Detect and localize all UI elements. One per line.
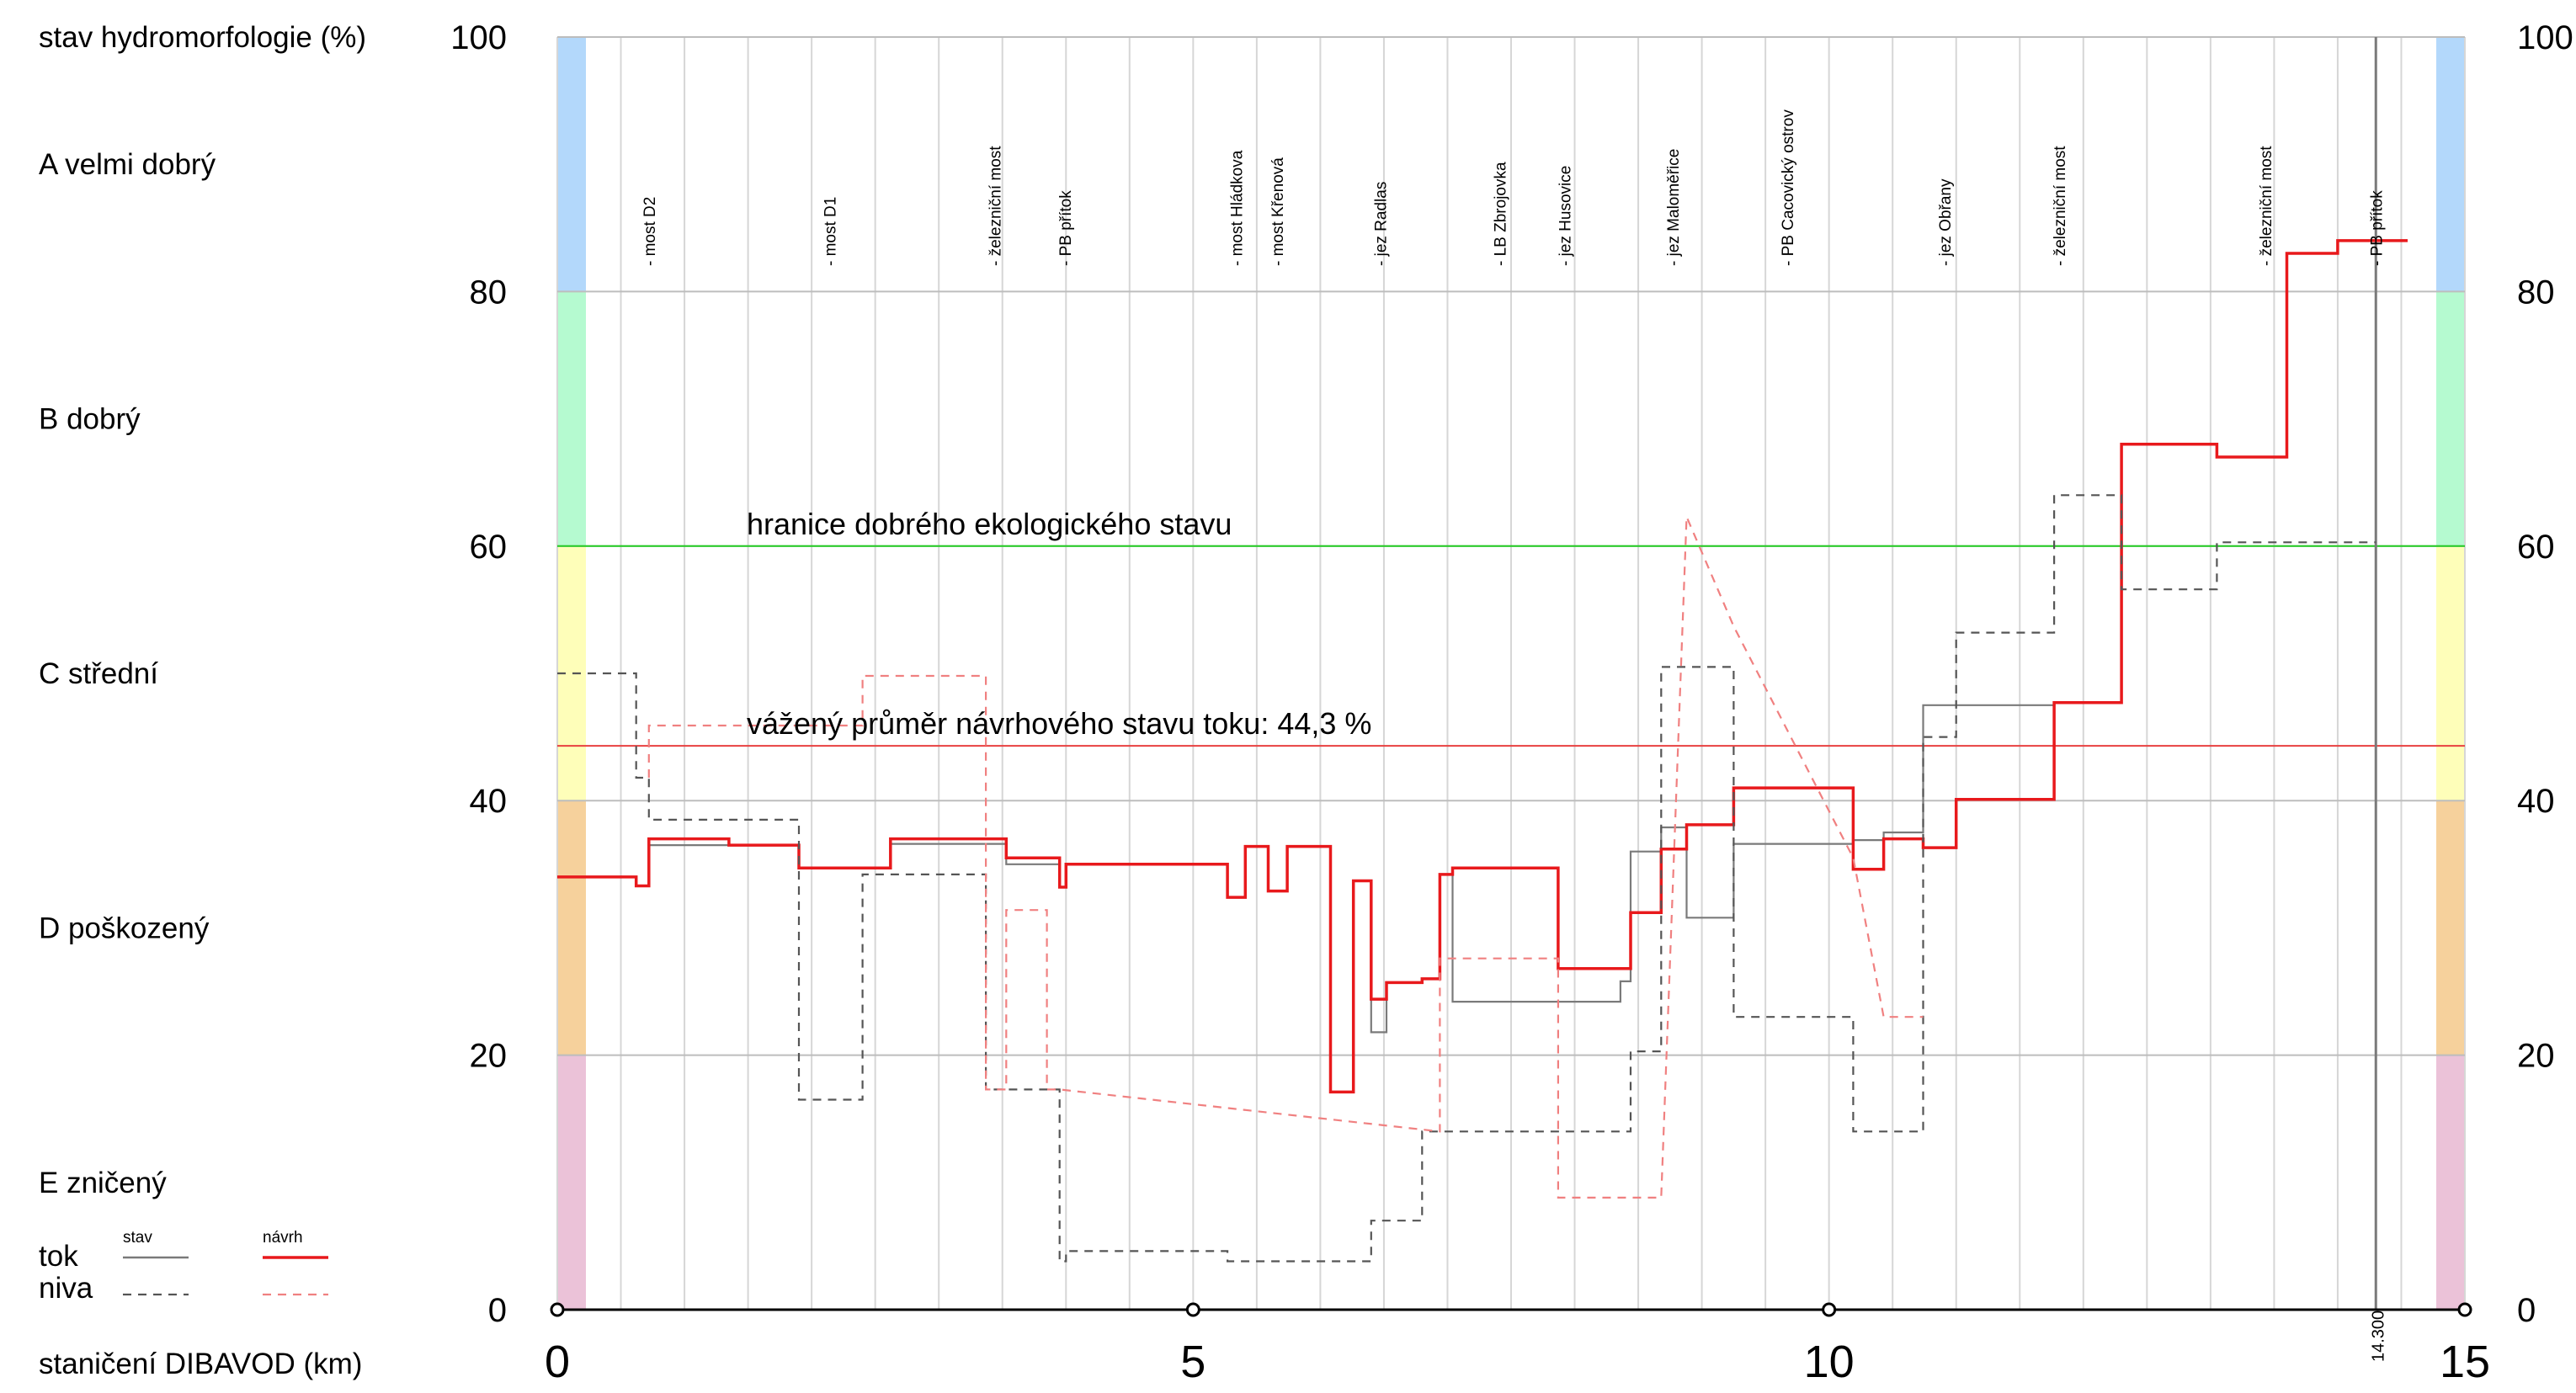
- y-tick-label-left: 80: [470, 274, 508, 311]
- class-label: B dobrý: [39, 403, 141, 436]
- x-tick-label: 10: [1804, 1337, 1855, 1387]
- y-tick-label-left: 100: [450, 19, 507, 56]
- class-band-right: [2436, 1055, 2465, 1310]
- x-tick-marker: [550, 1302, 565, 1317]
- y-axis-title: stav hydromorfologie (%): [39, 21, 366, 54]
- y-tick-label-right: 60: [2517, 529, 2555, 566]
- landmark-label: - jez Obřany: [1937, 178, 1955, 266]
- series-line-niva-stav: [557, 494, 2376, 1263]
- y-tick-label-right: 80: [2517, 274, 2555, 311]
- class-label: A velmi dobrý: [39, 148, 216, 181]
- y-tick-label-left: 20: [470, 1038, 508, 1075]
- landmark-label: - most D2: [641, 197, 659, 266]
- landmark-label: - železniční most: [987, 146, 1005, 266]
- vertical-marker-label: 14.300: [2369, 1311, 2387, 1362]
- y-tick-label-right: 40: [2517, 783, 2555, 820]
- class-band-left: [557, 37, 586, 292]
- class-band-left: [557, 1055, 586, 1310]
- landmark-label: - LB Zbrojovka: [1492, 162, 1509, 266]
- class-label: C střední: [39, 657, 158, 690]
- landmark-label: - jez Husovice: [1557, 166, 1574, 266]
- legend-col-label: stav: [123, 1229, 152, 1247]
- x-tick-label: 0: [545, 1337, 570, 1387]
- y-tick-label-right: 20: [2517, 1038, 2555, 1075]
- y-tick-label-left: 40: [470, 783, 508, 820]
- legend-col-label: návrh: [263, 1229, 303, 1247]
- landmark-label: - most Hládkova: [1229, 150, 1247, 266]
- landmark-label: - most D1: [822, 197, 839, 266]
- class-band-left: [557, 800, 586, 1055]
- y-tick-label-left: 60: [470, 529, 508, 566]
- x-tick-marker: [1822, 1302, 1837, 1317]
- x-axis-title: staničení DIBAVOD (km): [39, 1348, 362, 1380]
- landmark-label: - most Křenová: [1269, 157, 1287, 266]
- legend-row-label: niva: [39, 1272, 93, 1305]
- landmark-label: - PB přítok: [1057, 190, 1075, 266]
- class-label: D poškozený: [39, 912, 210, 944]
- landmark-label: - jez Maloměřice: [1665, 149, 1683, 266]
- landmark-label: - jez Radlas: [1372, 182, 1390, 266]
- y-tick-label-right: 100: [2517, 19, 2573, 56]
- landmark-label: - železniční most: [2258, 146, 2275, 266]
- series-line-niva-návrh: [647, 516, 1924, 1199]
- class-label: E zničený: [39, 1167, 167, 1199]
- class-band-right: [2436, 545, 2465, 801]
- landmark-label: - železniční most: [2052, 146, 2069, 266]
- x-tick-label: 5: [1180, 1337, 1206, 1387]
- class-band-right: [2436, 800, 2465, 1055]
- landmark-label: - PB Cacovický ostrov: [1780, 109, 1797, 266]
- x-tick-marker: [2457, 1302, 2472, 1317]
- y-tick-label-right: 0: [2517, 1292, 2536, 1329]
- x-tick-marker: [1185, 1302, 1200, 1317]
- legend-row-label: tok: [39, 1240, 78, 1273]
- class-band-right: [2436, 37, 2465, 292]
- class-band-right: [2436, 291, 2465, 546]
- class-band-left: [557, 291, 586, 546]
- series-line-tok-návrh: [557, 239, 2408, 1094]
- landmark-label: - PB přítok: [2368, 190, 2386, 266]
- y-tick-label-left: 0: [488, 1292, 507, 1329]
- x-tick-label: 15: [2440, 1337, 2490, 1387]
- reference-line-label: vážený průměr návrhového stavu toku: 44,…: [747, 706, 1371, 741]
- reference-line-label: hranice dobrého ekologického stavu: [747, 507, 1232, 541]
